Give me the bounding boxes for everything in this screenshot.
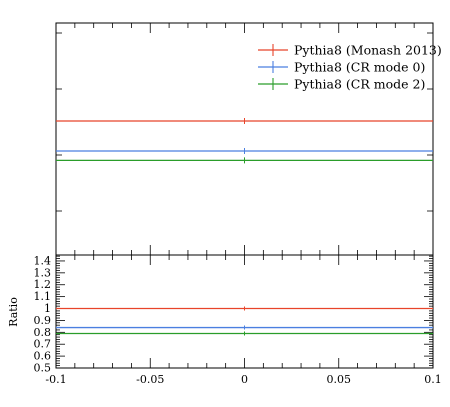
legend-entry: Pythia8 (CR mode 2) xyxy=(294,77,425,92)
ratio-y-tick-label: 1.3 xyxy=(34,266,52,279)
ratio-y-tick-label: 0.7 xyxy=(34,338,52,351)
main-ticks xyxy=(55,23,434,255)
ratio-y-tick-labels: 0.50.60.70.80.911.11.21.31.4 xyxy=(34,254,52,374)
x-tick-label: 0.1 xyxy=(424,373,442,386)
ratio-series-lines xyxy=(56,306,433,336)
ratio-y-tick-label: 0.9 xyxy=(34,314,52,327)
ratio-y-tick-label: 0.6 xyxy=(34,350,52,363)
x-tick-labels: -0.1 -0.05 0 0.05 0.1 xyxy=(45,373,441,386)
ratio-y-tick-label: 1 xyxy=(44,302,51,315)
ratio-y-axis-label: Ratio xyxy=(7,297,20,327)
x-tick-label: 0.05 xyxy=(327,373,352,386)
ratio-y-tick-label: 1.4 xyxy=(34,254,52,267)
main-panel: Pythia8 (Monash 2013) Pythia8 (CR mode 0)… xyxy=(55,22,442,256)
x-tick-label: 0 xyxy=(241,373,248,386)
ratio-frame xyxy=(55,254,434,369)
main-frame xyxy=(55,22,434,256)
ratio-ticks xyxy=(55,255,434,369)
legend-entry: Pythia8 (CR mode 0) xyxy=(294,60,425,75)
ratio-panel: 0.50.60.70.80.911.11.21.31.4 Ratio xyxy=(7,254,434,375)
ratio-y-tick-label: 0.5 xyxy=(34,362,52,375)
legend-entry: Pythia8 (Monash 2013) xyxy=(294,43,442,58)
x-tick-label: -0.05 xyxy=(136,373,164,386)
x-tick-label: -0.1 xyxy=(45,373,66,386)
ratio-y-tick-label: 1.2 xyxy=(34,278,52,291)
ratio-y-tick-label: 1.1 xyxy=(34,290,52,303)
ratio-y-tick-label: 0.8 xyxy=(34,326,52,339)
main-series-lines xyxy=(56,118,433,164)
legend: Pythia8 (Monash 2013) Pythia8 (CR mode 0)… xyxy=(258,43,442,92)
